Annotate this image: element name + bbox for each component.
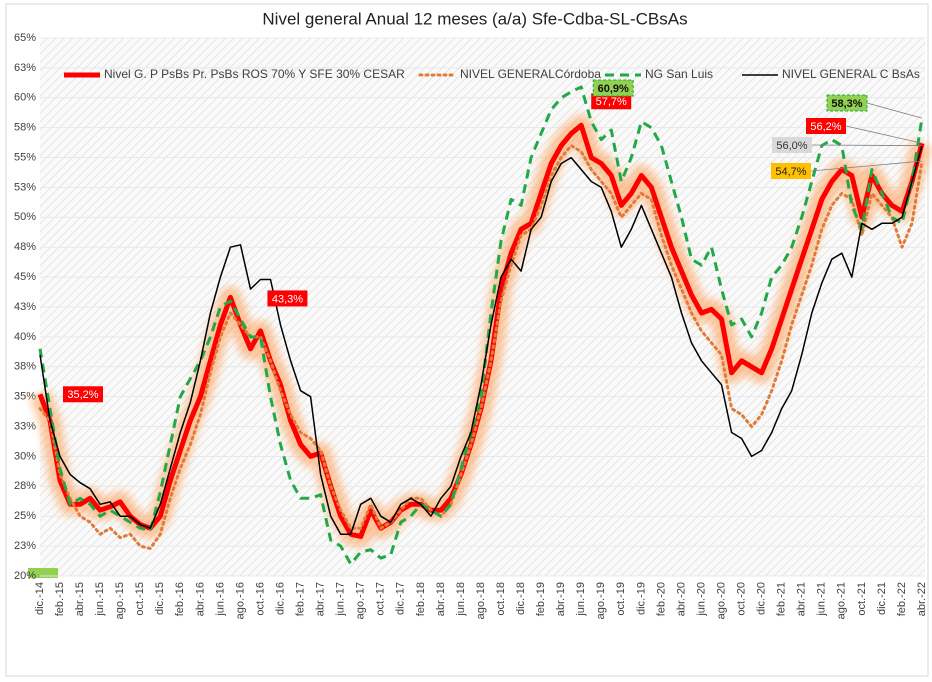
chart-title: Nivel general Anual 12 meses (a/a) Sfe-C… xyxy=(262,9,687,28)
x-tick-label: abr.-16 xyxy=(194,582,206,616)
y-tick-label: 38% xyxy=(14,361,36,373)
x-tick-label: feb.-19 xyxy=(535,582,547,616)
x-tick-label: ago.-21 xyxy=(836,582,848,619)
value-label-box xyxy=(591,93,632,110)
x-tick-label: ago.-19 xyxy=(595,582,607,619)
x-tick-label: abr.-18 xyxy=(435,582,447,616)
y-tick-label: 43% xyxy=(14,301,36,313)
x-tick-label: abr.-19 xyxy=(555,582,567,616)
value-label-box xyxy=(592,79,634,97)
x-tick-label: dic.-18 xyxy=(515,582,527,615)
x-tick-label: abr.-21 xyxy=(796,582,808,616)
x-tick-label: oct.-21 xyxy=(856,582,868,616)
x-tick-label: dic.-20 xyxy=(756,582,768,615)
value-label-box xyxy=(63,386,103,403)
x-tick-label: abr.-22 xyxy=(916,582,928,616)
decoration xyxy=(28,568,58,578)
x-tick-label: feb.-22 xyxy=(896,582,908,616)
x-tick-label: ago.-20 xyxy=(715,582,727,619)
line-series xyxy=(39,145,923,535)
x-tick-label: feb.-15 xyxy=(54,582,66,616)
x-tick-label: oct.-15 xyxy=(134,582,146,616)
value-label: 43,3% xyxy=(272,293,303,305)
leader-line xyxy=(811,144,923,147)
value-label-box xyxy=(771,163,811,179)
x-tick-label: dic.-14 xyxy=(34,582,46,615)
value-label: 58,3% xyxy=(831,98,862,110)
x-tick-label: dic.-16 xyxy=(274,582,286,615)
value-label: 35,2% xyxy=(67,389,98,401)
x-tick-label: jun.-16 xyxy=(214,582,226,617)
x-tick-label: oct.-19 xyxy=(615,582,627,616)
y-tick-label: 40% xyxy=(14,331,36,343)
x-tick-label: jun.-21 xyxy=(816,582,828,617)
leader-line xyxy=(866,102,923,119)
line-series xyxy=(37,122,925,539)
x-tick-label: dic.-21 xyxy=(876,582,888,615)
y-tick-label: 55% xyxy=(14,151,36,163)
x-tick-label: dic.-17 xyxy=(395,582,407,615)
legend-label: Nivel G. P PsBs Pr. PsBs ROS 70% Y SFE 3… xyxy=(104,67,405,81)
x-tick-label: jun.-15 xyxy=(94,582,106,617)
x-tick-label: jun.-18 xyxy=(455,582,467,617)
value-label: 60,9% xyxy=(598,83,629,95)
x-tick-label: jun.-17 xyxy=(335,582,347,617)
y-tick-label: 48% xyxy=(14,241,36,253)
x-tick-label: feb.-20 xyxy=(655,582,667,616)
x-tick-label: dic.-15 xyxy=(154,582,166,615)
y-tick-label: 30% xyxy=(14,450,36,462)
x-tick-label: oct.-17 xyxy=(375,582,387,616)
legend-label: NG San Luis xyxy=(645,67,713,81)
value-label-box xyxy=(267,290,308,307)
x-tick-label: abr.-17 xyxy=(315,582,327,616)
line-series xyxy=(38,144,924,550)
y-tick-label: 58% xyxy=(14,122,36,134)
x-tick-label: feb.-17 xyxy=(294,582,306,616)
value-label: 56,2% xyxy=(810,121,841,133)
value-label: 56,0% xyxy=(776,140,807,152)
x-tick-label: oct.-20 xyxy=(735,582,747,616)
y-tick-label: 65% xyxy=(14,32,36,44)
value-label: 57,7% xyxy=(596,96,627,108)
value-label-box xyxy=(826,94,868,112)
y-tick-label: 25% xyxy=(14,510,36,522)
x-tick-label: feb.-18 xyxy=(415,582,427,616)
y-tick-label: 28% xyxy=(14,480,36,492)
line-series xyxy=(38,85,924,566)
x-tick-label: feb.-21 xyxy=(776,582,788,616)
y-tick-label: 23% xyxy=(14,540,36,552)
x-tick-label: ago.-16 xyxy=(234,582,246,619)
x-tick-label: feb.-16 xyxy=(174,582,186,616)
y-tick-label: 53% xyxy=(14,181,36,193)
x-tick-label: jun.-20 xyxy=(695,582,707,617)
x-tick-label: ago.-17 xyxy=(355,582,367,619)
y-tick-label: 45% xyxy=(14,271,36,283)
x-tick-label: abr.-20 xyxy=(675,582,687,616)
value-label-box xyxy=(806,118,846,134)
x-tick-label: dic.-19 xyxy=(635,582,647,615)
legend-label: NIVEL GENERALCórdoba xyxy=(460,67,601,81)
x-tick-label: abr.-15 xyxy=(74,582,86,616)
leader-line xyxy=(845,125,923,144)
legend-label: NIVEL GENERAL C BsAs xyxy=(782,67,920,81)
value-label: 54,7% xyxy=(775,166,806,178)
x-tick-label: oct.-18 xyxy=(495,582,507,616)
x-tick-label: ago.-18 xyxy=(475,582,487,619)
x-tick-label: oct.-16 xyxy=(254,582,266,616)
y-tick-label: 63% xyxy=(14,62,36,74)
x-tick-label: jun.-19 xyxy=(575,582,587,617)
y-tick-label: 50% xyxy=(14,211,36,223)
value-label-box xyxy=(772,137,812,153)
x-tick-label: ago.-15 xyxy=(114,582,126,619)
y-tick-label: 60% xyxy=(14,92,36,104)
leader-line xyxy=(810,160,923,172)
y-tick-label: 20% xyxy=(14,570,36,582)
y-tick-label: 33% xyxy=(14,420,36,432)
